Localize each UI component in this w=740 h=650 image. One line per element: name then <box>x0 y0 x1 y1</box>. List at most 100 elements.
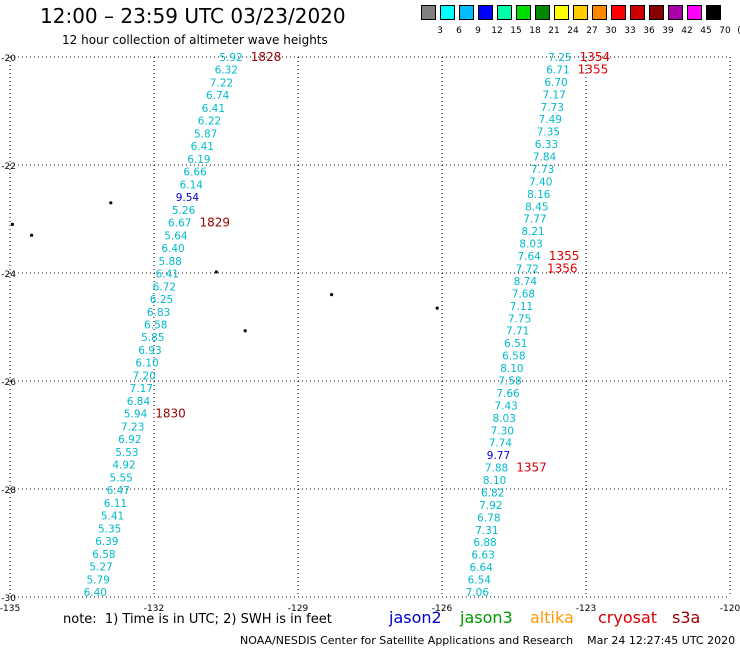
legend-swatch <box>516 5 531 20</box>
legend-swatch <box>497 5 512 20</box>
swh-label: 5.27 <box>89 562 112 574</box>
swh-label: 5.53 <box>115 447 138 459</box>
swh-label: 5.55 <box>109 472 132 484</box>
island-dot <box>10 222 14 226</box>
lon-tick-label: -123 <box>576 604 596 614</box>
lat-tick-label: -24 <box>1 270 16 280</box>
swh-label: 7.31 <box>475 525 498 537</box>
swh-label: 5.35 <box>98 523 121 535</box>
island-dot <box>330 293 334 297</box>
swh-label: 6.47 <box>107 485 130 497</box>
swh-label: 8.16 <box>527 189 551 201</box>
swh-label: 6.72 <box>153 281 176 293</box>
swh-label: 7.35 <box>537 127 560 139</box>
swh-label: 7.66 <box>496 388 520 400</box>
swh-label: 5.79 <box>86 574 109 586</box>
legend-label: 24 <box>567 26 579 36</box>
legend-label: 9 <box>475 26 481 36</box>
legend-swatch <box>630 5 645 20</box>
swh-label: 6.74 <box>206 90 230 102</box>
swh-label: 5.94 <box>124 409 148 421</box>
swh-label: 9.54 <box>176 192 200 204</box>
swh-label: 6.22 <box>198 116 221 128</box>
legend-label: 15 <box>510 26 522 36</box>
legend-label: 3 <box>437 26 443 36</box>
swh-label: 7.20 <box>133 370 156 382</box>
lat-tick-label: -20 <box>1 54 16 64</box>
legend-label: 6 <box>456 26 462 36</box>
swh-label: 7.73 <box>541 102 564 114</box>
swh-label: 6.58 <box>92 549 115 561</box>
swh-label: 7.88 <box>485 463 508 475</box>
legend-swatch <box>573 5 588 20</box>
swh-label: 5.64 <box>164 230 188 242</box>
legend-label: 36 <box>643 26 655 36</box>
swh-label: 6.33 <box>535 139 558 151</box>
swh-label: 6.10 <box>135 358 158 370</box>
swh-label: 8.74 <box>514 276 538 288</box>
swh-label: 7.25 <box>548 52 571 64</box>
swh-label: 6.88 <box>473 537 496 549</box>
island-dot <box>243 329 247 333</box>
legend-swatch <box>440 5 455 20</box>
satellite-label-jason3: jason3 <box>460 608 513 627</box>
swh-label: 6.71 <box>546 64 569 76</box>
lat-tick-label: -22 <box>1 162 16 172</box>
lat-tick-label: -30 <box>1 594 16 604</box>
swh-label: 5.87 <box>194 128 217 140</box>
swh-label: 6.40 <box>84 587 107 599</box>
lat-tick-label: -28 <box>1 486 16 496</box>
swh-label: 6.41 <box>202 103 225 115</box>
swh-label: 7.92 <box>479 500 502 512</box>
time-label: 1830 <box>155 407 186 421</box>
swh-label: 7.30 <box>491 425 514 437</box>
chart-subtitle: 12 hour collection of altimeter wave hei… <box>62 33 328 47</box>
swh-label: 6.66 <box>183 167 207 179</box>
credit-footer: NOAA/NESDIS Center for Satellite Applica… <box>240 634 736 647</box>
lon-tick-label: -135 <box>0 604 20 614</box>
swh-label: 8.45 <box>525 201 548 213</box>
lon-tick-label: -132 <box>144 604 164 614</box>
swh-label: 4.92 <box>112 460 135 472</box>
satellite-label-altika: altika <box>530 608 574 627</box>
swh-label: 7.22 <box>210 77 233 89</box>
island-dot <box>109 201 113 205</box>
swh-label: 5.92 <box>219 52 242 64</box>
lon-tick-label: -126 <box>432 604 453 614</box>
swh-label: 6.83 <box>147 307 170 319</box>
swh-label: 7.17 <box>130 383 153 395</box>
legend-label: 27 <box>586 26 598 36</box>
legend-swatch <box>459 5 474 20</box>
lat-tick-label: -26 <box>1 378 16 388</box>
legend-label: (ft) <box>734 26 740 36</box>
time-label: 1828 <box>251 50 282 64</box>
swh-label: 7.75 <box>508 313 531 325</box>
satellite-label-s3a: s3a <box>672 608 701 627</box>
swh-label: 5.88 <box>158 256 181 268</box>
swh-label: 6.54 <box>468 575 492 587</box>
swh-label: 5.41 <box>101 511 124 523</box>
swh-label: 7.06 <box>466 587 490 599</box>
legend-swatch <box>478 5 493 20</box>
legend-swatch <box>535 5 550 20</box>
swh-label: 5.85 <box>141 332 164 344</box>
legend-swatch <box>668 5 683 20</box>
legend-label: 42 <box>681 26 693 36</box>
legend-swatch <box>687 5 702 20</box>
swh-label: 5.26 <box>172 205 196 217</box>
island-dot <box>435 306 439 310</box>
swh-label: 6.58 <box>144 320 167 332</box>
legend-swatch <box>592 5 607 20</box>
units-note: note: 1) Time is in UTC; 2) SWH is in fe… <box>63 612 332 627</box>
time-label: 1829 <box>199 216 230 230</box>
swh-label: 7.11 <box>510 301 533 313</box>
swh-label: 6.14 <box>180 179 204 191</box>
swh-label: 6.32 <box>215 65 238 77</box>
chart-title: 12:00 – 23:59 UTC 03/23/2020 <box>40 4 346 28</box>
swh-label: 8.10 <box>483 475 506 487</box>
time-label: 1354 <box>580 50 611 64</box>
legend-label: 70 <box>719 26 731 36</box>
swh-label: 6.41 <box>191 141 214 153</box>
swh-label: 6.93 <box>138 345 161 357</box>
swh-label: 6.41 <box>156 269 179 281</box>
